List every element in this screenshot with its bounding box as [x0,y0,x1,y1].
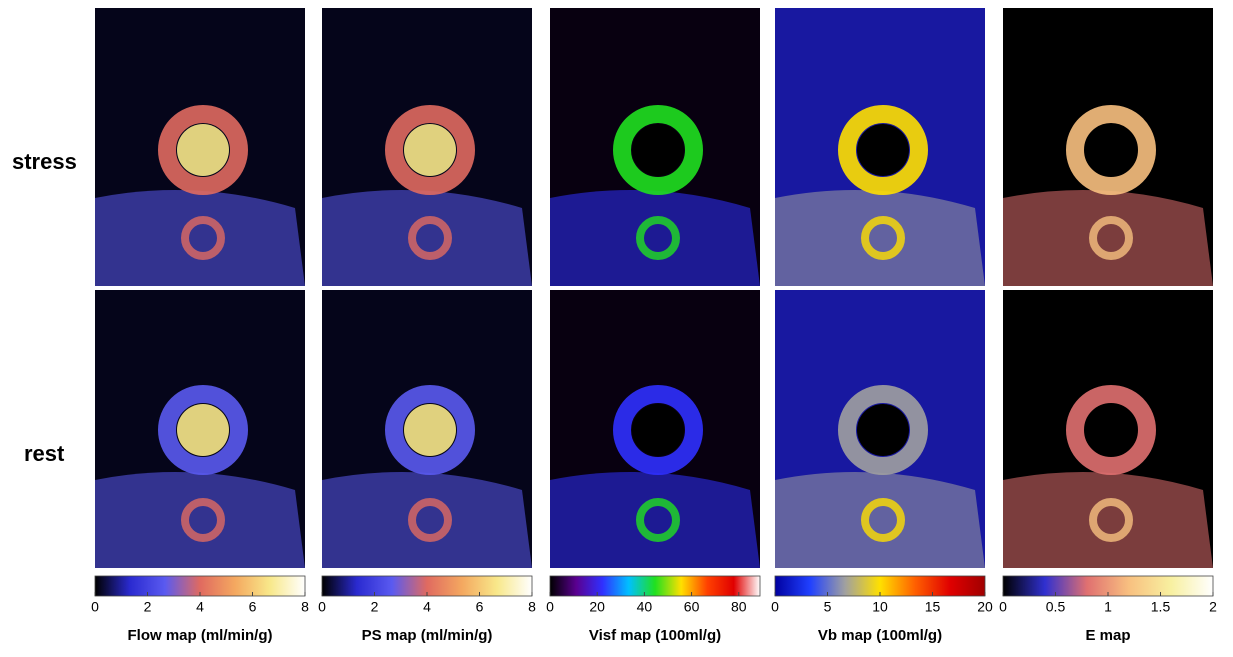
myocardium [158,385,248,475]
blood-pool [1085,404,1137,456]
colorbar-tick-label: 0 [999,599,1007,615]
colorbar-tick-label: 20 [977,599,993,615]
vessel [408,216,452,260]
colorbar-tick-label: 8 [528,599,536,615]
map-title: Visf map (100ml/g) [589,627,721,644]
colorbar-tick-label: 0 [318,599,326,615]
colorbar-tick-label: 0 [771,599,779,615]
tissue [775,190,985,286]
myocardium [613,105,703,195]
blood-pool [632,124,684,176]
colorbar-tick-label: 0.5 [1046,599,1066,615]
map-title: E map [1085,627,1130,644]
colorbar-tick-label: 1 [1104,599,1112,615]
tissue [550,472,760,568]
vessel [1089,498,1133,542]
colorbar-tick-label: 0 [91,599,99,615]
blood-pool [177,404,229,456]
myocardium [385,385,475,475]
tissue [1003,190,1213,286]
myocardium [158,105,248,195]
myocardium [838,385,928,475]
tissue [322,472,532,568]
row-label: rest [24,441,65,466]
vessel [861,498,905,542]
tissue [1003,472,1213,568]
colorbar-tick-label: 20 [589,599,605,615]
map-title: Flow map (ml/min/g) [128,627,273,644]
myocardium [1066,385,1156,475]
colorbar-tick-label: 15 [925,599,941,615]
colorbar-tick-label: 2 [144,599,152,615]
myocardium [838,105,928,195]
colorbar-tick-label: 60 [684,599,700,615]
myocardium [385,105,475,195]
map-title: Vb map (100ml/g) [818,627,942,644]
colorbar-tick-label: 5 [824,599,832,615]
blood-pool [404,404,456,456]
colorbar-tick-label: 8 [301,599,309,615]
colorbar-tick-label: 4 [196,599,204,615]
colorbar-tick-label: 80 [731,599,747,615]
blood-pool [404,124,456,176]
colorbar-tick-label: 6 [476,599,484,615]
colorbar-tick-label: 40 [637,599,653,615]
blood-pool [177,124,229,176]
colorbar-tick-label: 0 [546,599,554,615]
tissue [322,190,532,286]
myocardium [1066,105,1156,195]
row-label: stress [12,149,77,174]
blood-pool [857,404,909,456]
colorbar-tick-label: 10 [872,599,888,615]
tissue [550,190,760,286]
myocardium [613,385,703,475]
tissue [775,472,985,568]
vessel [636,216,680,260]
colorbar-tick-label: 2 [1209,599,1217,615]
colorbar-tick-label: 1.5 [1151,599,1171,615]
map-title: PS map (ml/min/g) [362,627,493,644]
colorbar-tick-label: 4 [423,599,431,615]
colorbar-tick-label: 2 [371,599,379,615]
vessel [181,216,225,260]
blood-pool [632,404,684,456]
blood-pool [1085,124,1137,176]
tissue [95,190,305,286]
vessel [1089,216,1133,260]
colorbar-tick-label: 6 [249,599,257,615]
blood-pool [857,124,909,176]
tissue [95,472,305,568]
colorbar [549,575,761,597]
vessel [408,498,452,542]
vessel [861,216,905,260]
vessel [636,498,680,542]
vessel [181,498,225,542]
